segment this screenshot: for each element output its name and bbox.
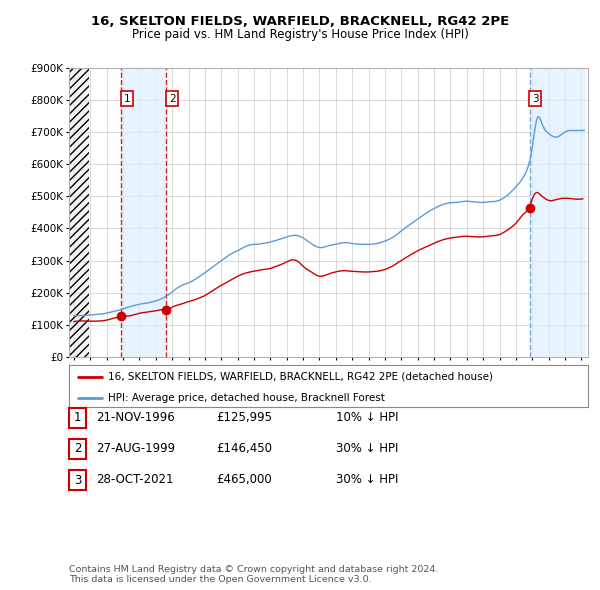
Bar: [121, 68, 166, 357]
Text: 1: 1: [124, 94, 130, 104]
Text: Contains HM Land Registry data © Crown copyright and database right 2024.
This d: Contains HM Land Registry data © Crown c…: [69, 565, 439, 584]
Bar: [530, 68, 586, 357]
Bar: [69, 68, 89, 357]
Text: 28-OCT-2021: 28-OCT-2021: [96, 473, 173, 486]
Text: £146,450: £146,450: [216, 442, 272, 455]
Text: 1: 1: [74, 411, 81, 424]
Text: 2: 2: [169, 94, 175, 104]
Text: 16, SKELTON FIELDS, WARFIELD, BRACKNELL, RG42 2PE: 16, SKELTON FIELDS, WARFIELD, BRACKNELL,…: [91, 15, 509, 28]
Text: £465,000: £465,000: [216, 473, 272, 486]
Text: 27-AUG-1999: 27-AUG-1999: [96, 442, 175, 455]
Text: 3: 3: [74, 474, 81, 487]
Text: HPI: Average price, detached house, Bracknell Forest: HPI: Average price, detached house, Brac…: [108, 393, 385, 403]
Text: £125,995: £125,995: [216, 411, 272, 424]
Text: 16, SKELTON FIELDS, WARFIELD, BRACKNELL, RG42 2PE (detached house): 16, SKELTON FIELDS, WARFIELD, BRACKNELL,…: [108, 372, 493, 382]
Text: 30% ↓ HPI: 30% ↓ HPI: [336, 473, 398, 486]
Text: 3: 3: [532, 94, 539, 104]
Text: Price paid vs. HM Land Registry's House Price Index (HPI): Price paid vs. HM Land Registry's House …: [131, 28, 469, 41]
Text: 21-NOV-1996: 21-NOV-1996: [96, 411, 175, 424]
Text: 30% ↓ HPI: 30% ↓ HPI: [336, 442, 398, 455]
Text: 10% ↓ HPI: 10% ↓ HPI: [336, 411, 398, 424]
Text: 2: 2: [74, 442, 81, 455]
